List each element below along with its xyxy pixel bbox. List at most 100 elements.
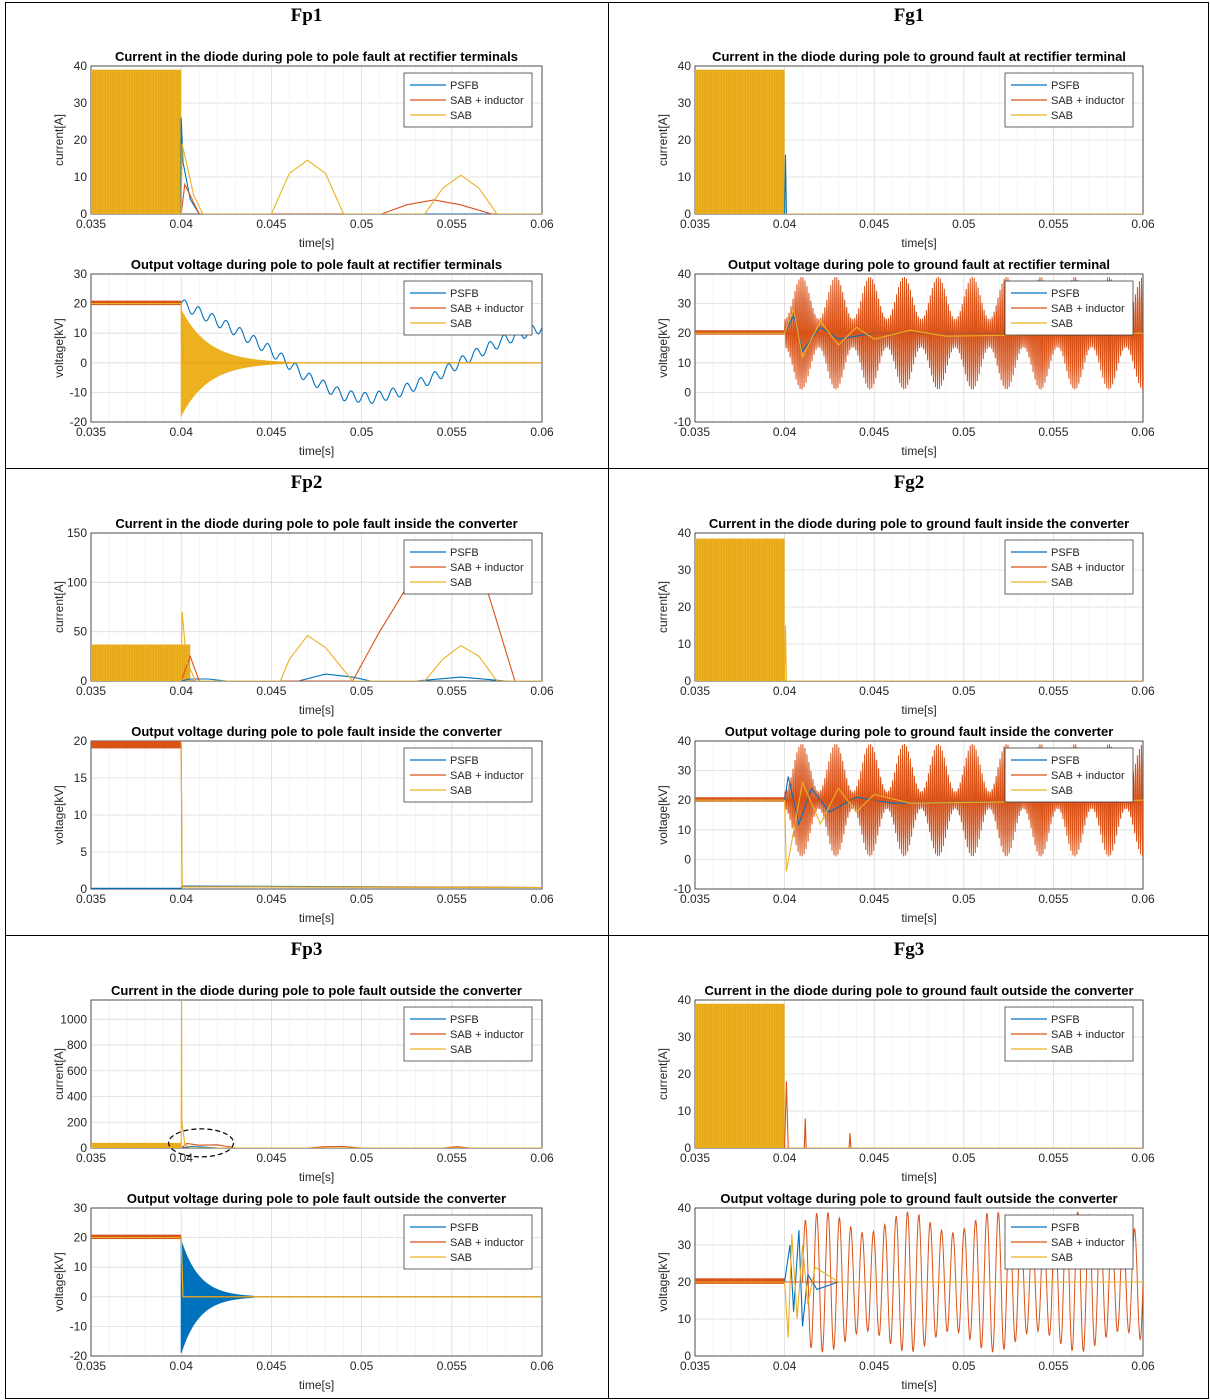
ripple-band	[695, 538, 785, 681]
x-tick-label: 0.04	[170, 425, 194, 439]
legend: PSFB SAB + inductor SAB	[1004, 280, 1134, 336]
plot-title: Current in the diode during pole to pole…	[115, 49, 518, 64]
y-tick-label: 10	[678, 637, 692, 651]
x-tick-label: 0.035	[680, 1151, 710, 1165]
x-tick-label: 0.05	[350, 425, 374, 439]
data-layer	[91, 1234, 542, 1353]
y-tick-label: 0	[684, 852, 691, 866]
ripple-lines	[695, 69, 785, 214]
legend: PSFB SAB + inductor SAB	[403, 280, 533, 336]
x-tick-label: 0.035	[76, 892, 106, 906]
annotation-ellipse	[167, 1128, 235, 1158]
y-tick-label: 0	[80, 1141, 87, 1155]
legend: PSFB SAB + inductor SAB	[1004, 1006, 1134, 1062]
y-tick-label: 400	[67, 1090, 87, 1104]
legend-entry: SAB + inductor	[450, 562, 524, 574]
y-tick-label: 40	[678, 993, 692, 1007]
legend-entry: SAB	[450, 1044, 472, 1056]
data-layer	[695, 1211, 1143, 1353]
y-tick-label: 0	[684, 207, 691, 221]
legend-entry: SAB	[1051, 577, 1073, 589]
legend-entry: PSFB	[1051, 1014, 1080, 1026]
x-tick-label: 0.04	[170, 1359, 194, 1373]
y-axis-label: current[A]	[52, 581, 66, 633]
x-tick-label: 0.055	[437, 425, 467, 439]
y-tick-label: 50	[74, 625, 88, 639]
y-tick-label: 0	[684, 1349, 691, 1363]
x-tick-label: 0.035	[76, 684, 106, 698]
x-axis-label: time[s]	[901, 1378, 936, 1392]
panel-fp1: Fp1 0.035 0.04 0.045 0.05 0.055 0.06 0 10 20 30 40 C…	[5, 2, 608, 468]
x-axis-label: time[s]	[299, 703, 334, 717]
x-tick-label: 0.035	[76, 217, 106, 231]
x-tick-label: 0.04	[170, 217, 194, 231]
table-border	[5, 2, 1209, 3]
legend-entry: PSFB	[1051, 288, 1080, 300]
table-border	[5, 2, 6, 1399]
x-axis-label: time[s]	[299, 236, 334, 250]
legend-entry: SAB	[1051, 110, 1073, 122]
x-tick-label: 0.055	[437, 1359, 467, 1373]
data-layer	[91, 69, 542, 214]
ripple-band	[91, 644, 191, 681]
panel-svg: 0.035 0.04 0.045 0.05 0.055 0.06 0 10 20 30 40 Curr…	[52, 49, 554, 458]
plot-voltage: 0.035 0.04 0.045 0.05 0.055 0.06 -10 0 10 20 30 40 O…	[656, 724, 1155, 925]
x-tick-label: 0.045	[859, 684, 889, 698]
plot-voltage: 0.035 0.04 0.045 0.05 0.055 0.06 -10 0 10 20 30 40 O…	[656, 257, 1155, 458]
x-tick-label: 0.05	[952, 425, 976, 439]
y-tick-label: 30	[678, 1238, 692, 1252]
y-tick-label: 0	[80, 882, 87, 896]
series-sab	[91, 143, 542, 214]
series-sab	[695, 307, 1143, 359]
y-tick-label: 10	[678, 823, 692, 837]
legend: PSFB SAB + inductor SAB	[1004, 72, 1134, 128]
y-tick-label: 20	[74, 297, 88, 311]
panel-fg1: Fg1 0.035 0.04 0.045 0.05 0.055 0.06 0 10 20 30 40 C…	[609, 2, 1209, 468]
series-psfb	[91, 673, 542, 681]
axis-box	[90, 273, 543, 423]
x-axis-label: time[s]	[299, 1378, 334, 1392]
panel-label: Fg2	[893, 472, 925, 493]
x-tick-label: 0.035	[680, 684, 710, 698]
y-tick-label: 20	[678, 1067, 692, 1081]
x-tick-label: 0.04	[773, 217, 797, 231]
data-layer	[91, 299, 542, 417]
plot-current: 0.035 0.04 0.045 0.05 0.055 0.06 0 10 20 30 40 Curr…	[656, 983, 1155, 1184]
y-tick-label: 10	[678, 356, 692, 370]
series-psfb	[695, 154, 1143, 214]
y-tick-label: 40	[678, 734, 692, 748]
legend-entry: SAB	[1051, 318, 1073, 330]
x-axis-label: time[s]	[901, 703, 936, 717]
y-tick-label: 20	[678, 600, 692, 614]
x-tick-label: 0.045	[256, 892, 286, 906]
x-tick-label: 0.06	[1131, 1151, 1155, 1165]
y-tick-label: 0	[684, 385, 691, 399]
ripple-lines	[695, 538, 785, 681]
legend-entry: SAB + inductor	[1051, 95, 1125, 107]
legend-entry: SAB + inductor	[450, 1029, 524, 1041]
y-tick-label: 10	[74, 808, 88, 822]
x-tick-label: 0.04	[773, 1359, 797, 1373]
ripple-band	[695, 69, 785, 214]
x-axis-label: time[s]	[901, 911, 936, 925]
plot-title: Current in the diode during pole to grou…	[712, 49, 1126, 64]
x-tick-label: 0.055	[1038, 217, 1068, 231]
panel-fp3: Fp3 0.035 0.04 0.045 0.05 0.055 0.06 0 200 400 600…	[5, 936, 608, 1399]
legend: PSFB SAB + inductor SAB	[1004, 747, 1134, 803]
legend: PSFB SAB + inductor SAB	[403, 1214, 533, 1270]
plot-title: Current in the diode during pole to grou…	[705, 983, 1134, 998]
legend-entry: SAB	[450, 785, 472, 797]
x-tick-label: 0.06	[1131, 1359, 1155, 1373]
panel-fg2: Fg2 0.035 0.04 0.045 0.05 0.055 0.06 0 10 20 30 40 C…	[609, 469, 1209, 935]
legend: PSFB SAB + inductor SAB	[403, 747, 533, 803]
plot-title: Output voltage during pole to ground fau…	[725, 724, 1114, 739]
legend-entry: SAB	[450, 577, 472, 589]
panel-fg3: Fg3 0.035 0.04 0.045 0.05 0.055 0.06 0 10 20 30 40 C…	[609, 936, 1209, 1399]
panel-svg: 0.035 0.04 0.045 0.05 0.055 0.06 0 10 20 30 40 Curr…	[656, 983, 1155, 1392]
y-tick-label: 30	[74, 96, 88, 110]
y-tick-label: 0	[80, 674, 87, 688]
x-tick-label: 0.035	[76, 1151, 106, 1165]
x-tick-label: 0.04	[170, 892, 194, 906]
x-axis-label: time[s]	[299, 444, 334, 458]
